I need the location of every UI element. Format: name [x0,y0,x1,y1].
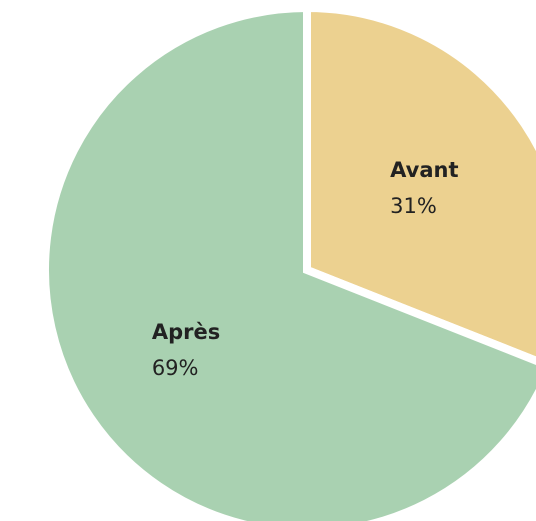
pie-slice [303,3,536,365]
slice-value-label: 31% [390,194,437,218]
pie-slice [41,3,536,521]
slice-label: Avant [390,158,458,182]
slice-value-label: 69% [152,356,199,380]
slice-label: Après [152,320,220,344]
